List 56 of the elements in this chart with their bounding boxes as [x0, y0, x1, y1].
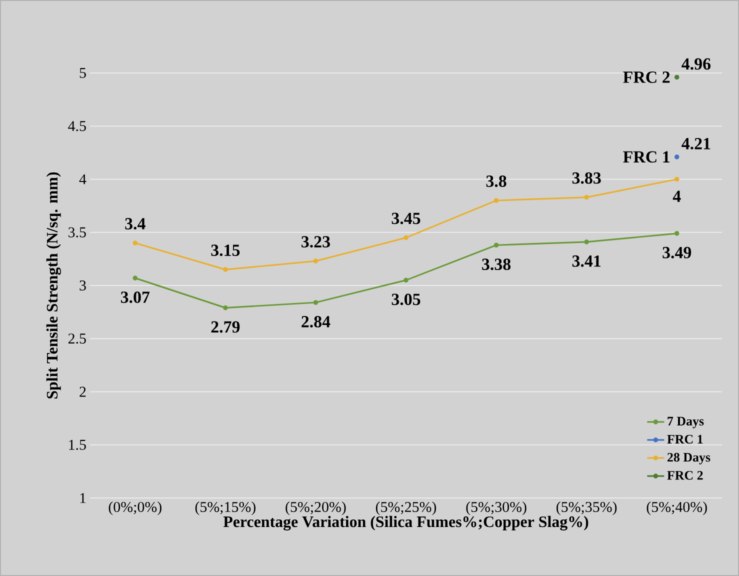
data-label: 3.23 [302, 236, 330, 248]
y-tick-label: 2 [80, 386, 86, 397]
data-label: 3.41 [572, 255, 601, 267]
data-label: 3.49 [662, 246, 692, 258]
x-tick-label: (5%;20%) [286, 502, 346, 516]
data-label: 3.15 [211, 244, 240, 256]
data-label: 3.83 [572, 172, 601, 184]
data-label: 3.05 [392, 294, 420, 306]
point [674, 231, 680, 236]
point [313, 258, 318, 264]
data-label: 3.38 [482, 258, 511, 270]
y-tick-label: 1 [80, 493, 86, 503]
text: FRC 1 [623, 151, 670, 163]
y-tick-label: 4 [79, 174, 86, 184]
y-tick-label: 1.5 [69, 440, 86, 450]
y-tick-label: 3.5 [68, 227, 86, 238]
y-tick-label: 5 [80, 68, 86, 78]
y-tick-label: 3 [80, 280, 86, 291]
data-label: 4.96 [682, 58, 711, 70]
x-axis-title: Percentage Variation (Silica Fumes%;Copper Slag%) [223, 516, 588, 531]
data-label: 4.21 [682, 138, 710, 150]
data-label: 3.07 [120, 292, 150, 304]
y-axis-title: Split Tensile Strength (N/sq. mm) [46, 172, 61, 398]
x-tick-label: (5%;30%) [466, 502, 526, 516]
point [674, 74, 680, 80]
point [584, 240, 589, 244]
point [132, 240, 138, 246]
x-tick-label: (5%;15%) [195, 502, 256, 516]
data-label: 2.84 [302, 316, 330, 328]
point [313, 300, 318, 305]
data-label: 3.45 [392, 212, 420, 224]
point [494, 198, 499, 203]
point [404, 235, 408, 240]
point [223, 267, 228, 272]
x-tick-label: (5%;35%) [556, 502, 617, 516]
point [132, 276, 138, 280]
legend-label: FRC 2 [667, 470, 703, 480]
point [584, 194, 589, 200]
data-label: 3.4 [125, 218, 146, 230]
y-tick-label: 2.5 [68, 334, 86, 344]
x-tick-label: (5%;25%) [376, 502, 436, 516]
point [674, 154, 680, 160]
x-tick-label: (0%;0%) [108, 502, 162, 516]
data-label: 2.79 [211, 321, 240, 333]
text: FRC 2 [623, 72, 670, 83]
data-label: 3.8 [486, 176, 506, 188]
point [223, 305, 228, 310]
legend-label: 28 Days [668, 452, 710, 464]
legend-label: 7 Days [668, 416, 704, 428]
point [404, 278, 408, 283]
legend-label: FRC 1 [667, 434, 703, 444]
x-tick-label: (5%;40%) [646, 502, 707, 516]
data-label: 4 [672, 190, 681, 202]
point [494, 242, 499, 248]
y-tick-label: 4.5 [68, 121, 86, 132]
point [674, 176, 680, 182]
